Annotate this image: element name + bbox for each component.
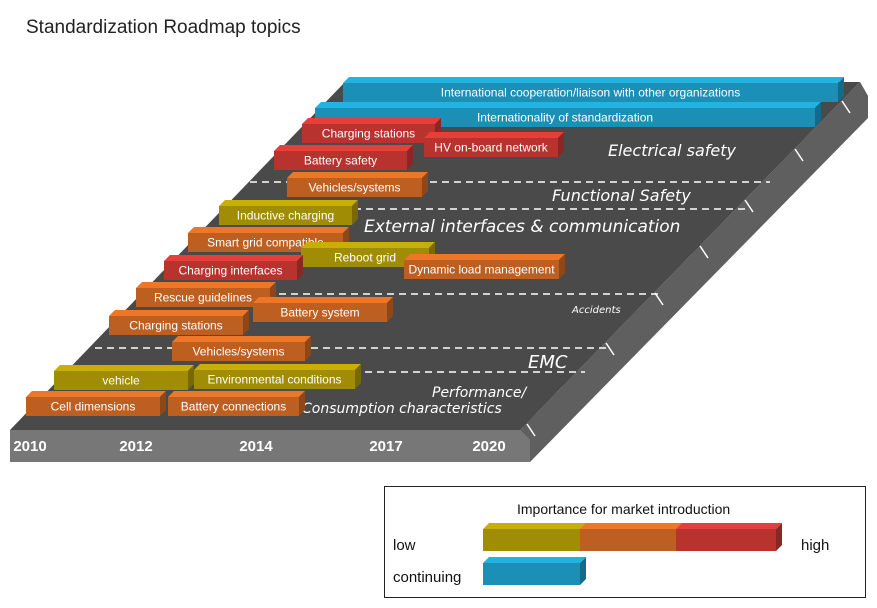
- band-label: Accidents: [571, 305, 621, 316]
- topic-bar: vehicle: [54, 365, 194, 390]
- band-label: EMC: [528, 352, 568, 373]
- year-label: 2017: [369, 438, 402, 455]
- legend-low-label: low: [393, 537, 416, 554]
- topic-label: Battery connections: [181, 400, 286, 414]
- topic-bar: International cooperation/liaison with o…: [343, 77, 844, 102]
- band-label: Functional Safety: [552, 186, 691, 205]
- topic-label: Charging interfaces: [178, 264, 282, 278]
- topic-bar: Vehicles/systems: [172, 336, 311, 361]
- topic-bar: Charging interfaces: [164, 255, 303, 280]
- year-label: 2020: [472, 438, 505, 455]
- topic-bar: Charging stations: [109, 310, 249, 335]
- band-label: Performance/: [432, 385, 527, 401]
- topic-bars: International cooperation/liaison with o…: [26, 77, 844, 416]
- topic-label: Vehicles/systems: [308, 181, 400, 195]
- year-label: 2012: [119, 438, 152, 455]
- importance-legend: Importance for market introduction low h…: [384, 486, 866, 598]
- topic-label: Charging stations: [129, 319, 222, 333]
- legend-swatch: [580, 529, 676, 551]
- legend-swatch: [483, 563, 580, 585]
- topic-label: Inductive charging: [237, 209, 334, 223]
- band-label: Consumption characteristics: [302, 401, 502, 417]
- topic-label: HV on-board network: [434, 141, 548, 155]
- topic-label: Charging stations: [322, 127, 415, 141]
- topic-bar: Battery connections: [168, 391, 305, 416]
- year-label: 2014: [239, 438, 273, 455]
- topic-label: Reboot grid: [334, 251, 396, 265]
- topic-bar: Environmental conditions: [194, 364, 361, 389]
- topic-label: Rescue guidelines: [154, 291, 252, 305]
- topic-bar: Battery safety: [274, 145, 413, 170]
- topic-bar: Dynamic load management: [404, 254, 565, 279]
- platform-front: [10, 430, 530, 462]
- topic-label: Battery safety: [304, 154, 377, 168]
- topic-label: Smart grid compatible: [207, 236, 324, 250]
- topic-label: Cell dimensions: [51, 400, 136, 414]
- topic-label: International cooperation/liaison with o…: [441, 86, 741, 100]
- page-title: Standardization Roadmap topics: [26, 17, 301, 38]
- topic-label: Environmental conditions: [207, 373, 341, 387]
- topic-bar: Battery system: [253, 297, 393, 322]
- topic-bar: Rescue guidelines: [136, 282, 276, 307]
- topic-bar: Cell dimensions: [26, 391, 166, 416]
- year-label: 2010: [13, 438, 46, 455]
- legend-high-label: high: [801, 537, 830, 554]
- topic-bar: Inductive charging: [219, 200, 358, 225]
- topic-label: vehicle: [102, 374, 140, 388]
- topic-label: Battery system: [280, 306, 359, 320]
- year-axis: 2010 2012 2014 2017 2020: [13, 438, 505, 455]
- topic-bar: Charging stations: [302, 118, 441, 143]
- legend-swatch: [483, 529, 580, 551]
- legend-swatches: [483, 523, 782, 585]
- topic-bar: HV on-board network: [424, 132, 564, 157]
- roadmap-diagram: Electrical safety Functional Safety Extern…: [10, 77, 868, 462]
- legend-continuing-label: continuing: [393, 569, 462, 586]
- topic-bar: Vehicles/systems: [287, 172, 428, 197]
- topic-label: Vehicles/systems: [192, 345, 284, 359]
- topic-label: Dynamic load management: [408, 263, 555, 277]
- legend-swatch: [676, 529, 776, 551]
- band-label: External interfaces & communication: [364, 217, 680, 237]
- legend-title: Importance for market introduction: [517, 501, 731, 517]
- band-label: Electrical safety: [608, 141, 737, 160]
- topic-label: Internationality of standardization: [477, 111, 653, 125]
